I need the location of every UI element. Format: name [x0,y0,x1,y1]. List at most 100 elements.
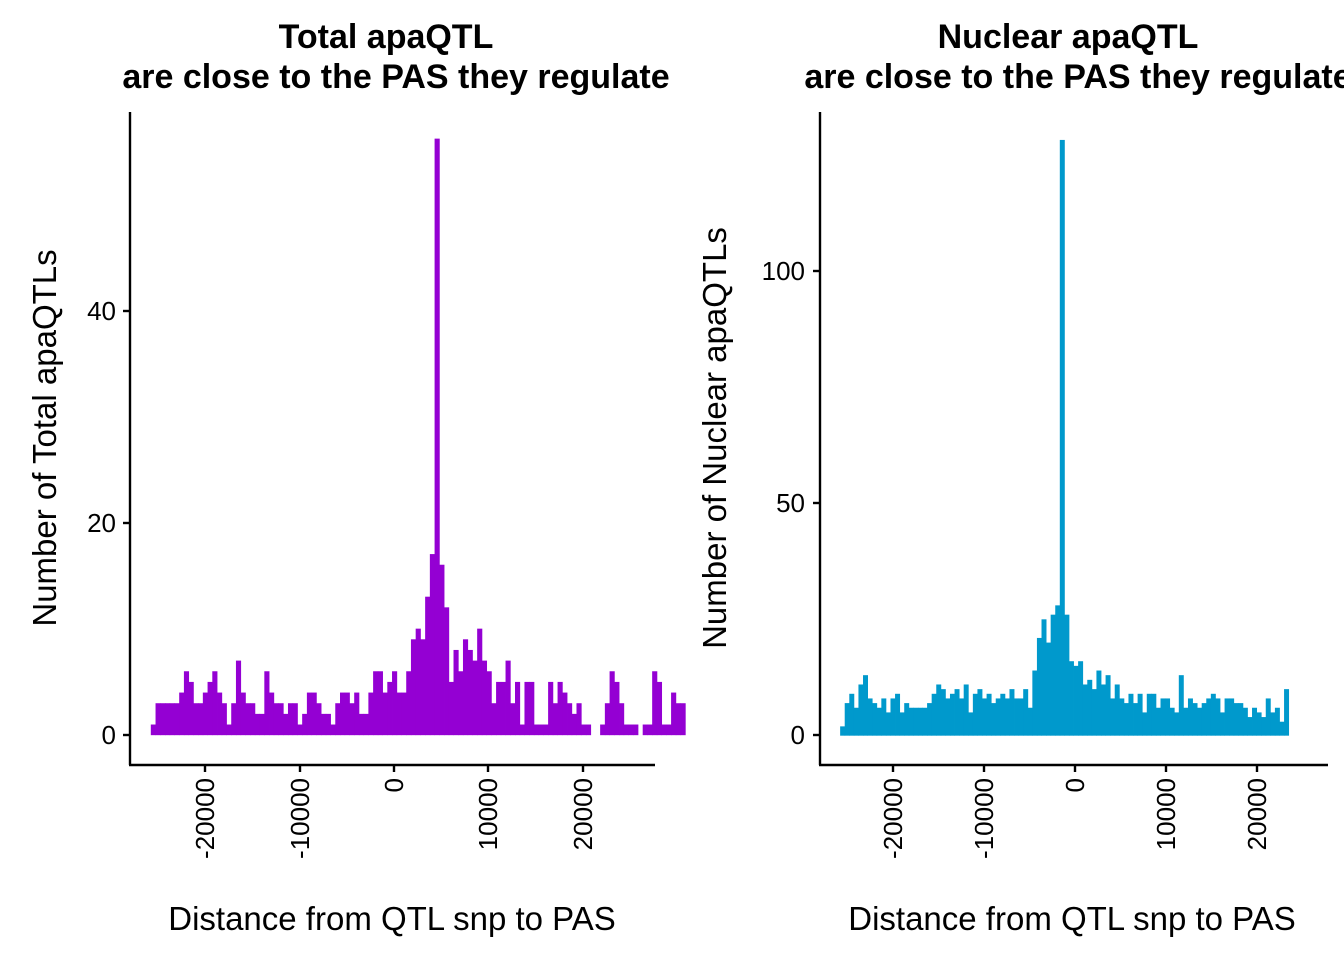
nuclear-bar [1247,717,1253,736]
total-bar [585,724,592,736]
total-bar [217,692,223,736]
total-bar [533,724,540,736]
total-bar [524,681,530,736]
nuclear-bar [1050,614,1056,736]
nuclear-bar [991,703,997,736]
total-bar [481,660,488,736]
nuclear-bar [954,689,960,736]
nuclear-bar [1110,698,1116,736]
nuclear-bar [1238,703,1244,736]
nuclear-bar [858,684,864,736]
total-bar [467,649,473,736]
total-bar [202,692,208,736]
total-bar [439,564,445,736]
nuclear-y-tick-label: 0 [791,720,805,750]
nuclear-bar [1165,698,1171,736]
total-bar [562,692,568,736]
total-bar [604,703,610,736]
nuclear-y-axis-title: Number of Nuclear apaQTLs [696,227,733,649]
nuclear-histogram-bars [840,139,1290,736]
total-bar [614,681,620,736]
total-bar [680,703,686,736]
nuclear-bar [1041,619,1047,736]
total-bar [496,681,502,736]
nuclear-bar [1133,703,1139,736]
total-bar [387,681,393,736]
total-bar [491,703,497,736]
nuclear-bar [1178,675,1184,736]
total-bar [581,724,587,736]
total-bar [212,671,218,736]
nuclear-bar [1078,661,1084,736]
nuclear-bar [1128,693,1134,736]
nuclear-bar [936,684,942,736]
nuclear-bar [1242,707,1248,736]
total-bar [273,703,279,736]
total-bar [444,607,450,736]
nuclear-bar [1096,670,1102,736]
total-x-tick-label: -20000 [190,778,220,859]
total-bar [425,596,431,736]
total-bar [169,703,175,736]
total-bar [231,703,237,736]
nuclear-bar [904,703,910,736]
nuclear-bar [1114,684,1120,736]
total-x-tick-label: -10000 [285,778,315,859]
nuclear-bar [840,726,846,736]
total-bar [174,703,180,736]
total-bar [382,692,388,736]
nuclear-x-tick-label: 0 [1060,778,1090,792]
total-bar [571,713,577,736]
total-bar [207,681,213,736]
total-bar [633,724,639,736]
total-bar [179,692,185,736]
nuclear-bar [885,712,891,736]
nuclear-chart-title-line-1: Nuclear apaQTL [938,18,1199,56]
total-bar [429,554,435,736]
nuclear-bar [1174,712,1180,736]
total-bar [160,703,166,736]
nuclear-bar [1137,693,1143,736]
nuclear-bar [1004,698,1010,736]
total-bar [278,703,284,736]
nuclear-bar [917,707,923,736]
total-bar [306,692,313,736]
nuclear-bar [876,707,882,736]
nuclear-x-tick-label: 20000 [1242,778,1272,850]
total-y-axis-title: Number of Total apaQTLs [26,249,63,626]
total-bar [311,692,317,736]
total-bar [458,671,464,736]
nuclear-x-tick-label: -10000 [969,778,999,859]
total-panel: Total apaQTL are close to the PAS they r… [26,18,686,937]
total-bar [226,724,232,736]
total-bar [642,724,648,736]
nuclear-bar [1229,698,1235,736]
nuclear-bar [1032,670,1038,736]
total-bar [401,692,407,736]
total-bar [661,724,667,736]
nuclear-bar [982,698,987,736]
nuclear-bar [1009,689,1015,736]
nuclear-bar [881,698,887,736]
total-bar [410,639,417,736]
total-bar [623,724,629,736]
total-bar [406,671,412,736]
nuclear-bar [1265,698,1271,736]
nuclear-bar [1206,698,1212,736]
nuclear-bar [867,698,873,736]
nuclear-bar [1284,689,1290,736]
total-bar [515,681,521,736]
nuclear-bar [977,689,983,736]
total-bar [609,671,615,736]
total-bar [543,724,549,736]
total-bar [373,671,379,736]
nuclear-bar [1036,637,1042,736]
nuclear-bar [1101,684,1106,736]
nuclear-bar [1123,703,1129,736]
total-histogram-bars [150,138,686,736]
total-bar [221,703,227,736]
nuclear-bar [1073,665,1079,736]
total-bar [316,703,322,736]
total-bar [254,713,260,736]
nuclear-bar [895,693,901,736]
